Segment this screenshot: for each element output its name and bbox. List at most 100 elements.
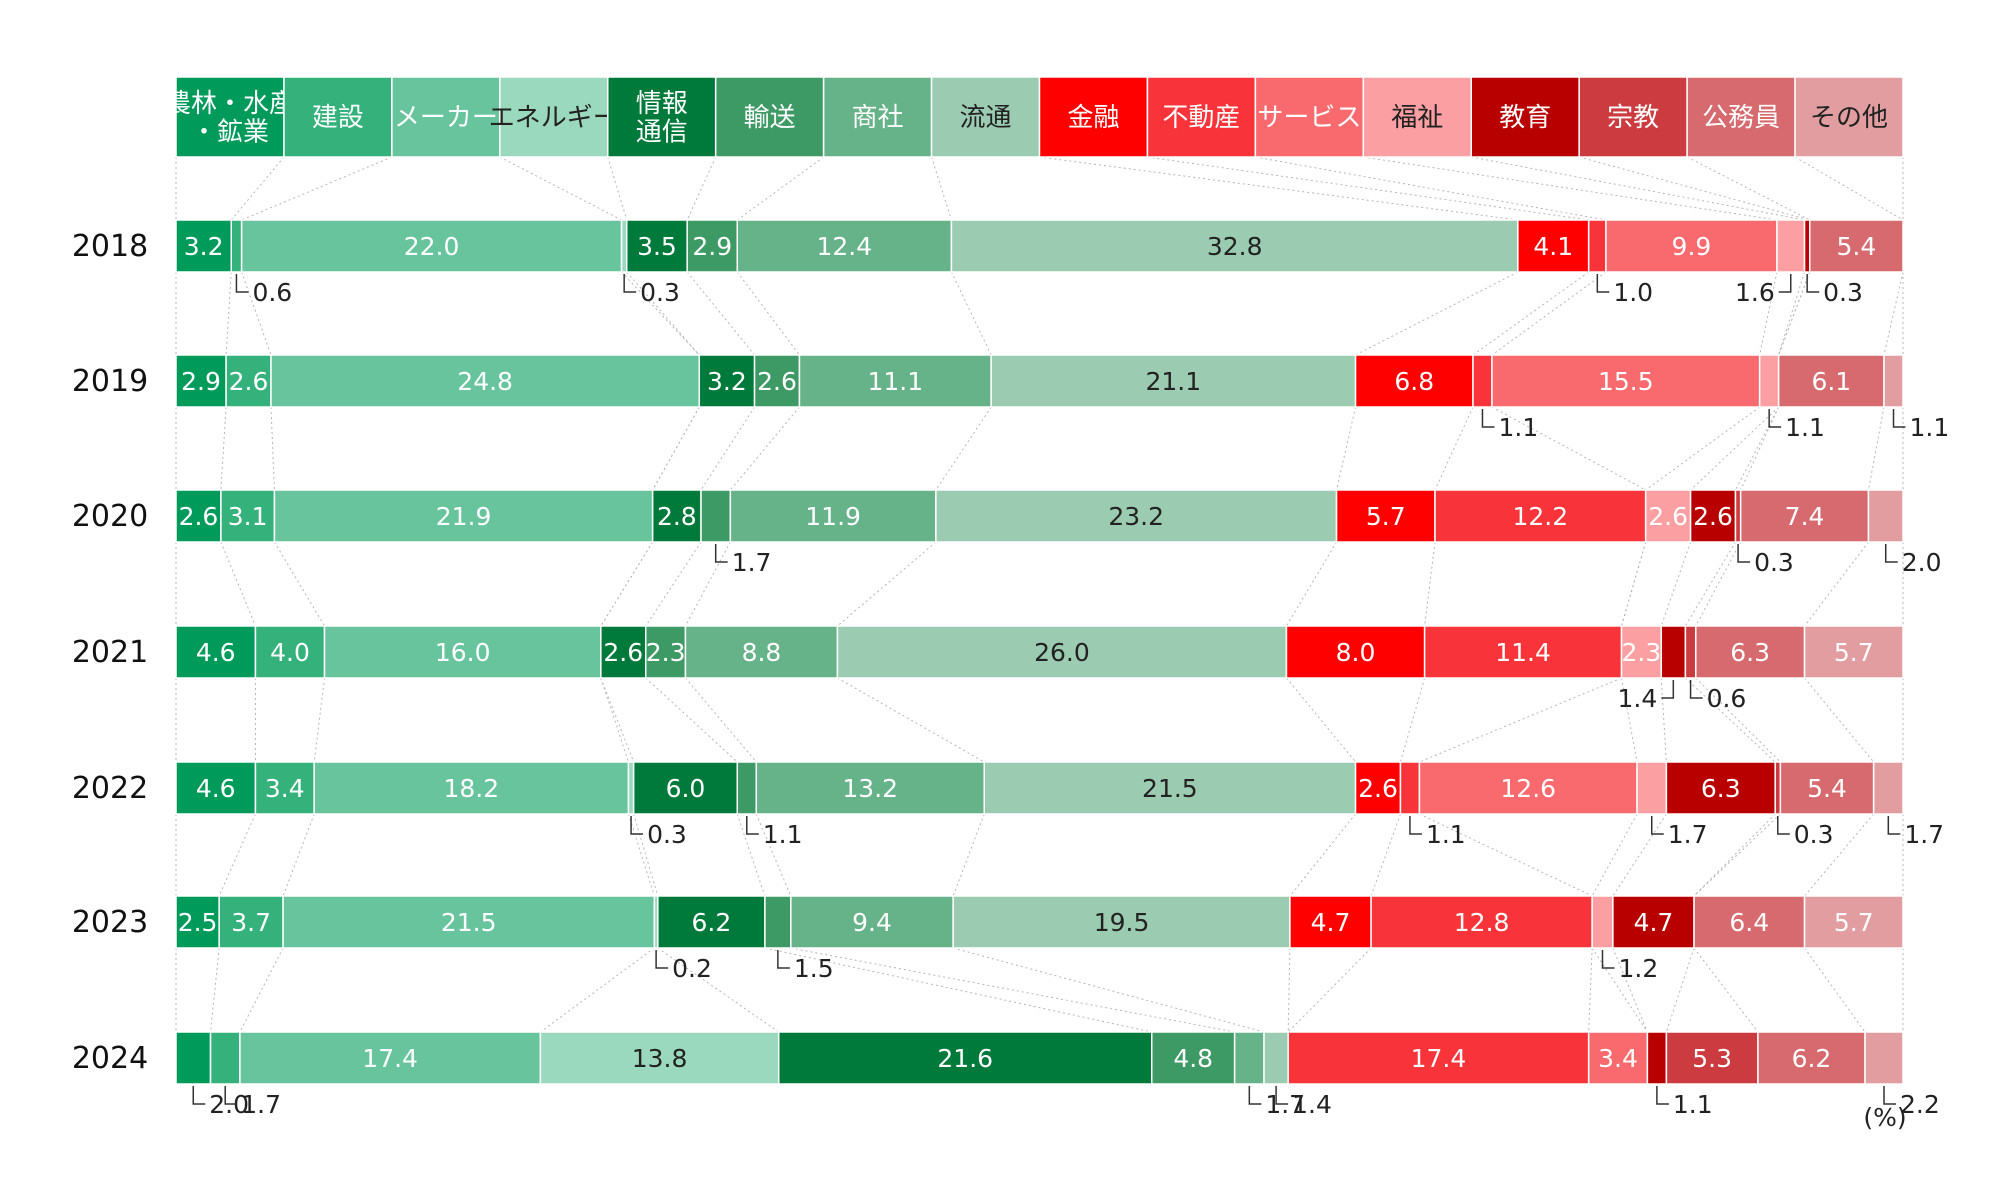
- bar-2023-2: [218, 895, 284, 949]
- bar-value-label: 15.5: [1598, 367, 1654, 396]
- connector-line: [282, 813, 315, 897]
- callout-value-label: 1.5: [794, 954, 834, 983]
- connector-line: [621, 271, 700, 356]
- bar-value-label: 3.7: [231, 908, 271, 937]
- connector-line: [1419, 677, 1622, 763]
- bar-2023-8: [952, 895, 1291, 949]
- bar-2020-5: [651, 489, 702, 543]
- year-axis: 2018 2019 2020 2021 2022 2023 2024: [72, 229, 148, 1076]
- connector-line: [600, 541, 654, 627]
- bar-2020-2: [220, 489, 276, 543]
- bar-2023-10: [1370, 895, 1593, 949]
- connector-line: [1740, 406, 1780, 491]
- bar-value-label: 4.6: [196, 638, 236, 667]
- callout-value-label: 0.3: [1823, 278, 1863, 307]
- connector-line: [1621, 677, 1638, 763]
- connector-line: [600, 677, 635, 763]
- bar-value-label: 4.6: [196, 774, 236, 803]
- bar-value-label: 9.4: [852, 908, 892, 937]
- connector-line: [1735, 406, 1780, 491]
- bar-2019-10: [1472, 354, 1493, 408]
- bar-value-label: 26.0: [1034, 638, 1090, 667]
- bar-value-label: 11.4: [1495, 638, 1551, 667]
- connector-line: [837, 677, 985, 763]
- bar-2024-8: [1263, 1031, 1289, 1085]
- bar-value-label: 21.1: [1146, 367, 1202, 396]
- callout-leader: [623, 274, 637, 293]
- callout-value-label: 0.3: [647, 820, 687, 849]
- bar-value-label: 4.7: [1311, 908, 1351, 937]
- bar-2019-3: [270, 354, 701, 408]
- connector-line: [952, 813, 985, 897]
- legend-label-12: 福祉: [1391, 103, 1443, 133]
- connector-line: [239, 947, 284, 1033]
- callout-value-label: 2.0: [1902, 548, 1942, 577]
- connector-line: [1419, 813, 1593, 897]
- connector-line: [627, 813, 655, 897]
- bar-value-label: 12.6: [1500, 774, 1556, 803]
- bar-2023-5: [657, 895, 766, 949]
- bar-value-label: 5.7: [1834, 638, 1874, 667]
- legend-swatch-4: [499, 76, 609, 158]
- bar-value-label: 2.3: [646, 638, 686, 667]
- connector-line: [1665, 947, 1695, 1033]
- callout-leader: [1768, 409, 1782, 428]
- callout-value-label: 1.7: [241, 1090, 281, 1119]
- connector-line: [1591, 813, 1638, 897]
- callout-leader: [235, 274, 249, 293]
- connector-line: [729, 406, 800, 491]
- bar-2024-16: [1864, 1031, 1904, 1085]
- callout-leader: [1275, 1086, 1289, 1105]
- bar-value-label: 5.3: [1692, 1044, 1732, 1073]
- bar-2022-2: [254, 761, 315, 815]
- connector-line: [230, 156, 285, 221]
- bar-2024-5: [777, 1031, 1153, 1085]
- connector-line: [1612, 947, 1648, 1033]
- connector-line: [1399, 677, 1426, 763]
- callout-value-label: 0.3: [1794, 820, 1834, 849]
- legend-swatch-13: [1470, 76, 1580, 158]
- legend-swatch-10: [1146, 76, 1257, 158]
- callout-value-label: 1.1: [763, 820, 803, 849]
- legend-swatch-3: [391, 76, 501, 158]
- bar-value-label: 2.6: [757, 367, 797, 396]
- callout-value-label: 1.1: [1673, 1090, 1713, 1119]
- legend-label-5: 情報通信: [636, 89, 688, 148]
- bar-value-label: 6.2: [1792, 1044, 1832, 1073]
- legend-swatch-6: [714, 76, 825, 158]
- connector-line: [607, 156, 628, 221]
- bar-value-label: 22.0: [404, 232, 460, 261]
- callout-leader: [224, 1086, 238, 1105]
- connector-line: [953, 947, 1265, 1033]
- bar-2023-13: [1612, 895, 1695, 949]
- unit-label: (%): [1863, 1103, 1906, 1132]
- callout-leader: [1650, 816, 1664, 835]
- callout-value-label: 1.1: [1498, 413, 1538, 442]
- bar-2019-7: [798, 354, 992, 408]
- callout-leader: [1661, 680, 1675, 699]
- year-label-2023: 2023: [72, 905, 148, 940]
- bar-2021-12: [1620, 625, 1662, 679]
- bar-2018-12: [1776, 219, 1806, 273]
- bar-2022-8: [983, 761, 1357, 815]
- bar-value-label: 3.1: [228, 502, 268, 531]
- connector-line: [1286, 677, 1356, 763]
- connector-line: [1660, 677, 1667, 763]
- connector-line: [1336, 406, 1357, 491]
- bar-2021-3: [323, 625, 602, 679]
- bar-value-label: 12.2: [1512, 502, 1568, 531]
- callout-leader: [777, 950, 790, 969]
- connector-line: [600, 677, 629, 763]
- year-label-2022: 2022: [72, 771, 148, 806]
- bar-value-label: 18.2: [443, 774, 499, 803]
- bar-value-label: 2.6: [229, 367, 269, 396]
- connector-line: [686, 156, 717, 221]
- callout-leader: [1409, 816, 1422, 835]
- connector-line: [790, 947, 1235, 1033]
- bar-2021-2: [254, 625, 326, 679]
- legend-swatch-11: [1254, 76, 1365, 158]
- bar-value-label: 12.8: [1454, 908, 1510, 937]
- bar-value-label: 3.4: [265, 774, 305, 803]
- year-label-2021: 2021: [72, 635, 148, 670]
- connector-line: [837, 541, 937, 627]
